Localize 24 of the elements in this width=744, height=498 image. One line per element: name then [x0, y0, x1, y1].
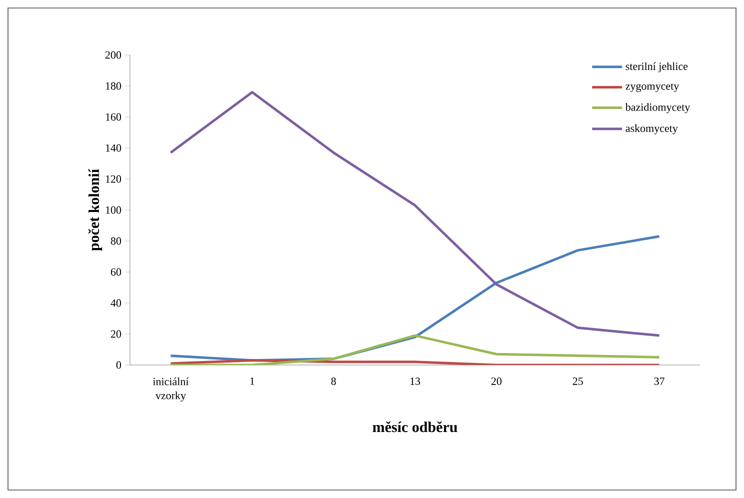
y-tick-label: 200 [105, 51, 122, 59]
legend-label: sterilní jehlice [626, 62, 688, 72]
x-axis-title: měsíc odběru [372, 421, 458, 432]
y-tick-label: 80 [110, 237, 122, 245]
x-tick-label: 13 [410, 378, 420, 385]
y-axis-title: počet kolonií [88, 168, 102, 251]
y-tick-label: 120 [106, 175, 122, 183]
y-tick-label: 140 [106, 144, 122, 152]
x-tick-label: iniciální vzorky [152, 378, 189, 402]
x-tick-label: 37 [654, 378, 664, 385]
y-tick-label: 160 [106, 113, 122, 121]
x-tick-label: 1 [250, 378, 254, 385]
legend-label: zygomycety [626, 83, 680, 92]
legend-label: bazidiomycety [625, 103, 690, 114]
x-tick-label: 20 [491, 378, 502, 385]
y-tick-label: 20 [110, 330, 122, 338]
legend-label: askomycety [626, 124, 678, 134]
x-tick-label: 25 [572, 378, 583, 385]
y-tick-label: 180 [106, 82, 122, 90]
y-tick-label: 0 [116, 361, 122, 369]
y-tick-label: 60 [110, 268, 122, 276]
x-tick-label: 8 [331, 378, 336, 385]
y-tick-label: 100 [106, 206, 122, 214]
y-tick-label: 40 [110, 299, 122, 307]
